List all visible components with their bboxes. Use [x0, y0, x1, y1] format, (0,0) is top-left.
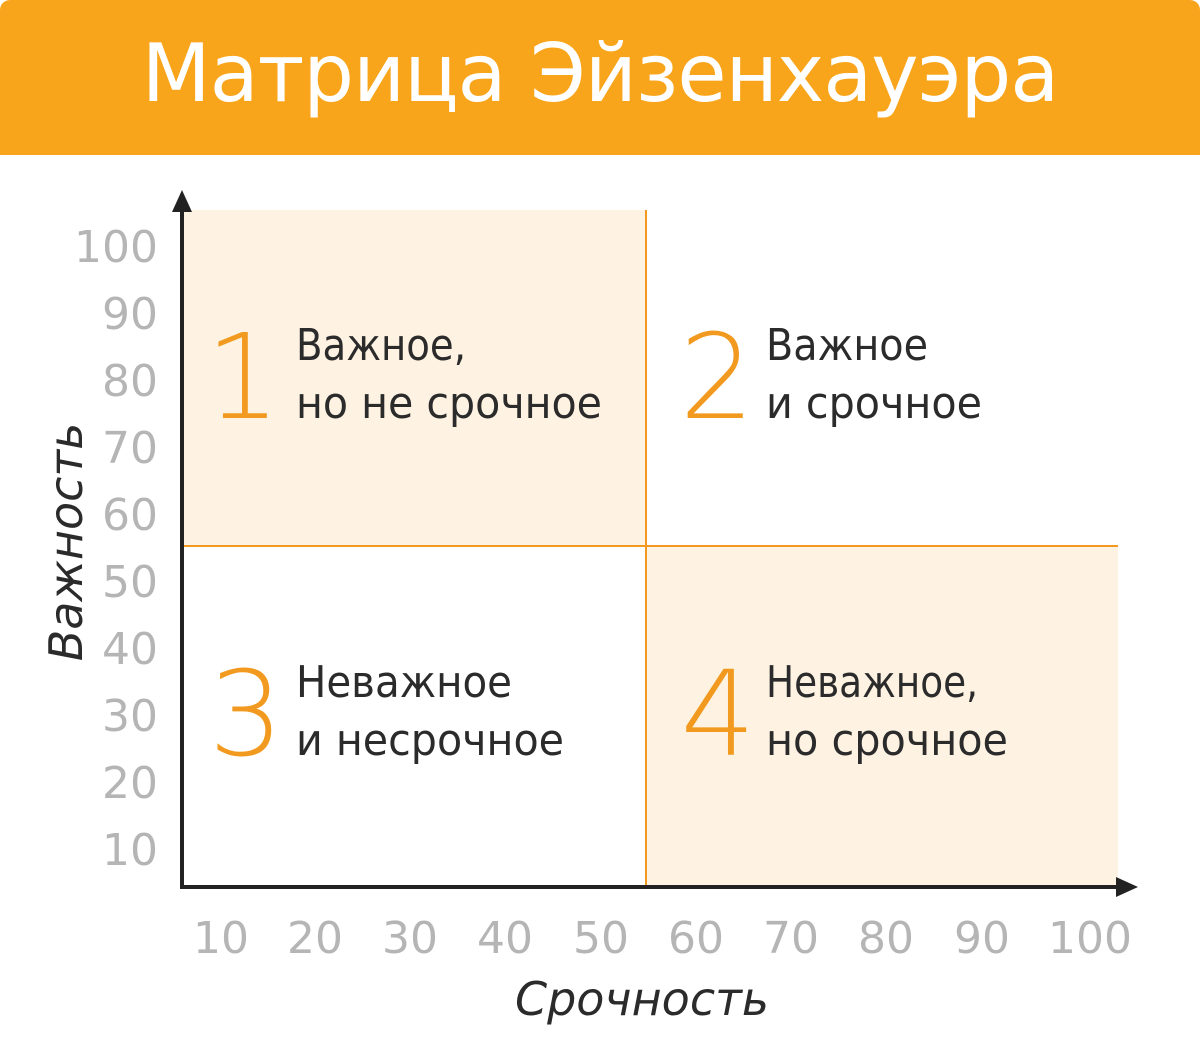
y-tick-label: 70 — [102, 423, 158, 474]
y-tick-labels: 100 90 80 70 60 50 40 30 20 10 — [74, 222, 158, 876]
title-banner: Матрица Эйзенхауэра — [0, 0, 1200, 155]
y-tick-label: 90 — [102, 289, 158, 340]
y-axis-title: Важность — [39, 423, 93, 662]
quadrant-1: 1 Важное, но не срочное — [205, 308, 602, 446]
quadrant-4-background — [646, 546, 1118, 887]
quadrant-3: 3 Неважное и несрочное — [208, 645, 564, 783]
x-tick-labels: 10 20 30 40 50 60 70 80 90 100 — [193, 913, 1132, 964]
quadrant-label-line1: Неважное, — [766, 657, 978, 708]
quadrant-number: 2 — [679, 308, 754, 446]
quadrant-number: 3 — [208, 645, 283, 783]
y-tick-label: 10 — [102, 825, 158, 876]
quadrant-2: 2 Важное и срочное — [679, 308, 982, 446]
quadrant-label-line1: Важное, — [296, 320, 466, 371]
y-tick-label: 80 — [102, 356, 158, 407]
x-tick-label: 60 — [668, 913, 724, 964]
y-axis-arrow-icon — [172, 190, 192, 212]
quadrant-label-line2: и несрочное — [296, 715, 564, 766]
quadrant-1-background — [184, 210, 646, 546]
quadrant-label-line2: но не срочное — [296, 378, 602, 429]
quadrant-label-line2: и срочное — [766, 378, 982, 429]
y-tick-label: 20 — [102, 758, 158, 809]
y-tick-label: 50 — [102, 557, 158, 608]
x-tick-label: 80 — [858, 913, 914, 964]
x-tick-label: 30 — [382, 913, 438, 964]
y-tick-label: 40 — [102, 624, 158, 675]
quadrant-number: 1 — [205, 308, 280, 446]
page-title: Матрица Эйзенхауэра — [141, 27, 1060, 120]
quadrant-number: 4 — [680, 645, 755, 783]
quadrant-label-line1: Важное — [766, 320, 928, 371]
x-axis-title: Срочность — [515, 972, 769, 1026]
quadrant-4: 4 Неважное, но срочное — [680, 645, 1008, 783]
x-tick-label: 20 — [287, 913, 343, 964]
x-axis-arrow-icon — [1116, 877, 1138, 897]
x-tick-label: 70 — [763, 913, 819, 964]
x-tick-label: 50 — [573, 913, 629, 964]
quadrant-label-line2: но срочное — [766, 715, 1008, 766]
x-tick-label: 100 — [1048, 913, 1132, 964]
x-tick-label: 90 — [954, 913, 1010, 964]
y-tick-label: 30 — [102, 691, 158, 742]
quadrant-label-line1: Неважное — [296, 657, 512, 708]
y-tick-label: 60 — [102, 490, 158, 541]
x-tick-label: 40 — [477, 913, 533, 964]
y-tick-label: 100 — [74, 222, 158, 273]
x-tick-label: 10 — [193, 913, 249, 964]
